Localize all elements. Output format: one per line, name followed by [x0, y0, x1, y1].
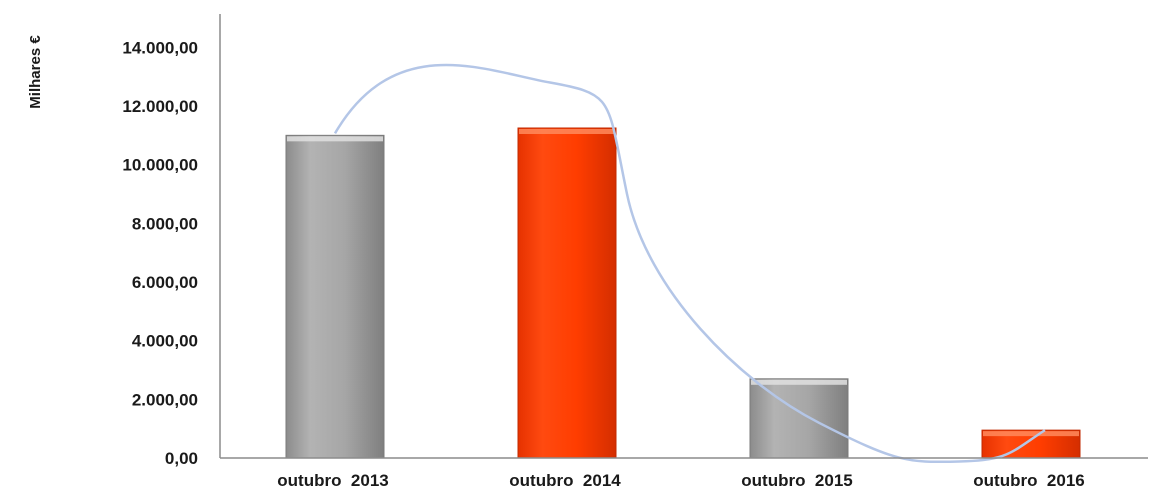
y-tick-label: 14.000,00: [122, 38, 198, 57]
y-axis-title: Milhares €: [27, 35, 44, 109]
bars: [285, 127, 1081, 459]
y-tick-label: 8.000,00: [132, 214, 198, 233]
x-axis-labels: outubro 2013 outubro 2014 outubro 2015 outu…: [277, 471, 1084, 490]
x-tick-label: outubro 2013: [277, 471, 388, 490]
y-tick-label: 10.000,00: [122, 156, 198, 175]
trend-curve: [333, 63, 1046, 464]
y-tick-label: 6.000,00: [132, 273, 198, 292]
bar-highlight: [751, 379, 847, 385]
bar-highlight: [983, 431, 1079, 437]
bar: [749, 378, 849, 459]
x-tick-label: outubro 2016: [973, 471, 1084, 490]
bar: [285, 134, 385, 459]
bar: [517, 127, 617, 459]
y-tick-label: 2.000,00: [132, 390, 198, 409]
x-tick-label: outubro 2015: [741, 471, 852, 490]
bar-highlight: [287, 136, 383, 142]
bar-highlight: [519, 129, 615, 134]
x-tick-label: outubro 2014: [509, 471, 621, 490]
y-axis-ticks: 0,00 2.000,00 4.000,00 6.000,00 8.000,00 10.0…: [122, 38, 198, 468]
y-tick-label: 0,00: [165, 449, 198, 468]
y-tick-label: 12.000,00: [122, 97, 198, 116]
axes: [219, 14, 1148, 459]
y-tick-label: 4.000,00: [132, 332, 198, 351]
trend-line: [333, 63, 1046, 464]
